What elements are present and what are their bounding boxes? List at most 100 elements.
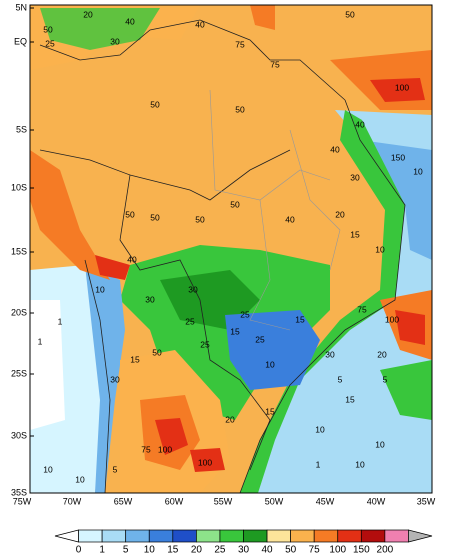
west-orange [30, 150, 110, 280]
contour-label: 20 [83, 9, 93, 19]
colorbar-label: 75 [309, 545, 321, 553]
contour-label: 15 [350, 229, 360, 239]
colorbar-swatch [384, 529, 409, 543]
colorbar-swatch [337, 529, 362, 543]
contour-label: 100 [198, 457, 212, 467]
colorbar-label: 20 [191, 545, 203, 553]
contour-label: 1 [38, 336, 43, 346]
contour-label: 40 [330, 144, 340, 154]
contour-label: 5 [113, 464, 118, 474]
ocean-blue [360, 140, 432, 260]
contour-label: 40 [195, 19, 205, 29]
colorbar-label: 100 [329, 545, 346, 553]
contour-label: 75 [357, 304, 367, 314]
contour-label: 25 [255, 334, 265, 344]
contour-label: 15 [230, 326, 240, 336]
lon-label: 45W [316, 496, 335, 506]
colorbar-swatch [172, 529, 197, 543]
contour-label: 75 [141, 444, 151, 454]
contour-label: 30 [188, 284, 198, 294]
colorbar-label: 50 [285, 545, 297, 553]
west-border [39, 149, 291, 201]
contour-label: 10 [355, 459, 365, 469]
contour-label: 50 [235, 104, 245, 114]
lon-label: 65W [114, 496, 133, 506]
contour-label: 5 [383, 374, 388, 384]
colorbar-swatch [219, 529, 244, 543]
contour-label: 1 [58, 316, 63, 326]
contour-label: 1 [316, 459, 321, 469]
contour-label: 50 [195, 214, 205, 224]
contour-label: 10 [375, 439, 385, 449]
contour-label: 15 [265, 406, 275, 416]
south-border [119, 174, 271, 471]
contour-label: 150 [391, 152, 405, 162]
contour-label: 50 [43, 24, 53, 34]
lon-label: 35W [417, 496, 436, 506]
colorbar-label: 15 [167, 545, 179, 553]
contour-label: 25 [45, 38, 55, 48]
colorbar-swatch [266, 529, 291, 543]
precip-field [30, 5, 432, 493]
contour-label: 40 [127, 254, 137, 264]
contour-label: 10 [265, 359, 275, 369]
colorbar-swatch [313, 529, 339, 543]
colorbar-label: 150 [353, 545, 370, 553]
colorbar-label: 10 [144, 545, 156, 553]
colorbar-swatch [243, 529, 268, 543]
lat-label: 5N [15, 2, 27, 12]
lon-label: 55W [214, 496, 233, 506]
colorbar-label: 1 [99, 545, 105, 553]
lat-label: 15S [11, 246, 27, 256]
coastline [239, 99, 406, 493]
lon-label: 40W [367, 496, 386, 506]
contour-label: 30 [350, 172, 360, 182]
lat-label: 10S [11, 182, 27, 192]
colorbar-swatch [78, 529, 103, 543]
contour-label: 75 [235, 39, 245, 49]
lat-label: EQ [14, 36, 27, 46]
contour-label: 10 [95, 284, 105, 294]
contour-label: 50 [150, 99, 160, 109]
contour-label: 15 [130, 354, 140, 364]
states [209, 89, 341, 331]
south-red [155, 418, 188, 455]
contour-label: 75 [270, 59, 280, 69]
contour-label: 10 [315, 424, 325, 434]
lat-label: 20S [11, 307, 27, 317]
lon-label: 75W [13, 496, 32, 506]
south-red-2 [190, 448, 225, 472]
state-line [289, 129, 341, 271]
contour-label: 40 [125, 16, 135, 26]
ocean-red [395, 310, 425, 345]
colorbar-swatch [290, 529, 315, 543]
contour-label: 20 [335, 209, 345, 219]
contour-label: 25 [200, 339, 210, 349]
lat-label: 25S [11, 368, 27, 378]
colorbar-label: 200 [377, 545, 394, 553]
contour-label: 30 [110, 374, 120, 384]
contour-label: 25 [185, 316, 195, 326]
contour-label: 20 [377, 349, 387, 359]
lon-label: 70W [63, 496, 82, 506]
colorbar-label: 0 [76, 545, 82, 553]
map-frame [29, 4, 433, 494]
colorbar-label: 40 [262, 545, 274, 553]
contour-label: 20 [225, 414, 235, 424]
contour-label: 40 [355, 119, 365, 129]
colorbar-swatch [101, 529, 127, 543]
contour-label: 10 [75, 474, 85, 484]
contour-label: 50 [152, 347, 162, 357]
colorbar-label: 5 [123, 545, 129, 553]
north-border [39, 19, 346, 101]
contour-label: 30 [145, 294, 155, 304]
contour-label: 50 [150, 212, 160, 222]
andes-border [84, 259, 111, 493]
contour-label: 10 [413, 166, 423, 176]
contour-label: 15 [295, 314, 305, 324]
lon-label: 60W [165, 496, 184, 506]
lat-label: 35S [11, 487, 27, 497]
contour-label: 100 [158, 444, 172, 454]
contour-label: 5 [338, 374, 343, 384]
